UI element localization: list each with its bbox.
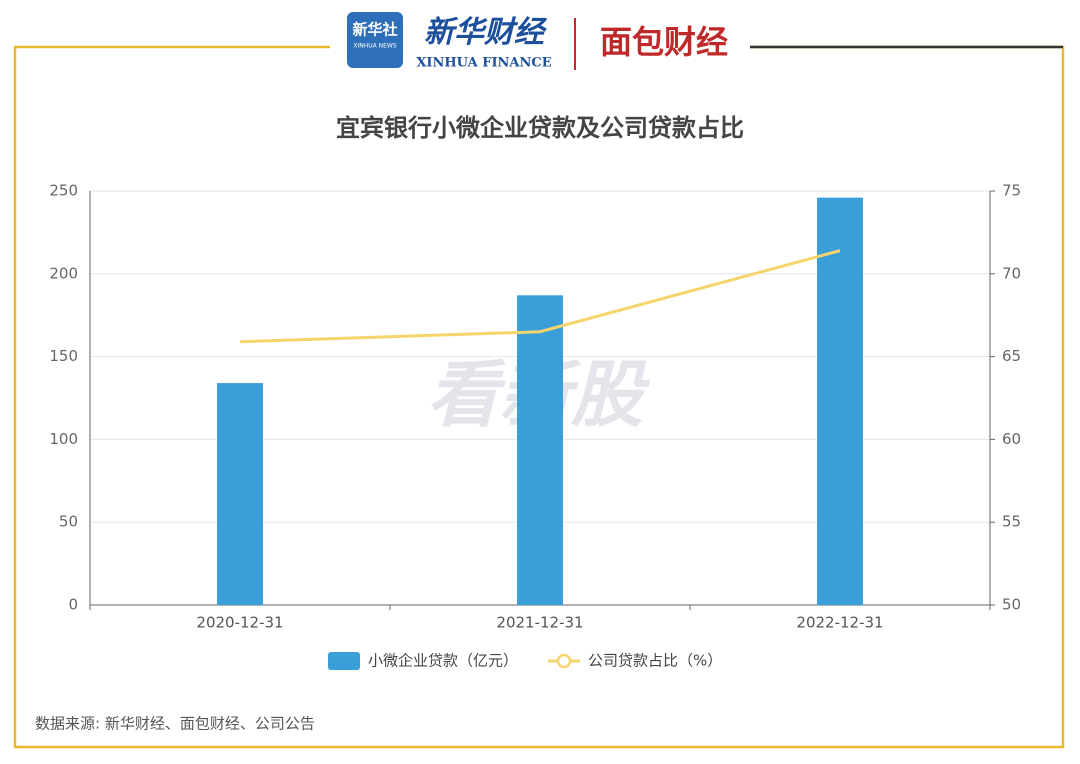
x-tick-label: 2020-12-31 xyxy=(196,614,283,632)
y-tick-label: 150 xyxy=(49,347,78,365)
line xyxy=(239,249,841,344)
bar xyxy=(517,295,563,605)
y2-tick-label: 50 xyxy=(1002,596,1021,614)
y-tick-label: 0 xyxy=(68,596,78,614)
bar xyxy=(217,383,263,605)
y-tick-label: 250 xyxy=(49,182,78,200)
y-tick-label: 100 xyxy=(49,430,78,448)
source: 数据来源: 新华财经、面包财经、公司公告 xyxy=(35,715,315,733)
y2-tick-label: 70 xyxy=(1002,264,1021,282)
bar xyxy=(817,197,863,605)
y-tick-label: 200 xyxy=(49,264,78,282)
logo-sub: XINHUA NEWS xyxy=(353,43,396,50)
x-tick-label: 2021-12-31 xyxy=(496,614,583,632)
legend-swatch xyxy=(328,652,360,670)
y-tick-label: 50 xyxy=(59,513,78,531)
brand-sub: XINHUA FINANCE xyxy=(416,56,551,71)
logo-box xyxy=(347,12,403,68)
logo: 新华社 xyxy=(352,21,397,39)
y2-tick-label: 55 xyxy=(1002,513,1021,531)
partner: 面包财经 xyxy=(600,23,728,61)
y2-tick-label: 60 xyxy=(1002,430,1021,448)
legend-label: 公司贷款占比（%） xyxy=(588,652,722,670)
y2-tick-label: 75 xyxy=(1002,182,1021,200)
legend-swatch-dot xyxy=(556,653,572,669)
chart-title: 宜宾银行小微企业贷款及公司贷款占比 xyxy=(336,114,744,142)
legend-label: 小微企业贷款（亿元） xyxy=(368,652,518,670)
x-tick-label: 2022-12-31 xyxy=(796,614,883,632)
brand: 新华财经 xyxy=(424,15,548,50)
y2-tick-label: 65 xyxy=(1002,347,1021,365)
